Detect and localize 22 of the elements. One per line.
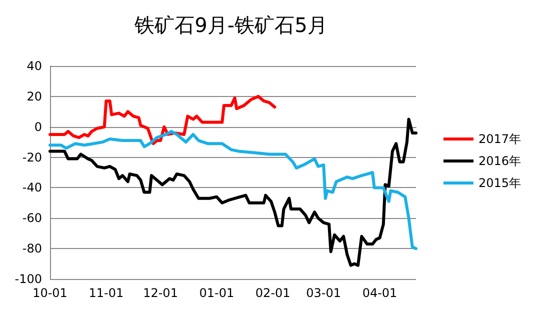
line-series (48, 118, 418, 267)
y-tick-label: -80 (22, 242, 42, 256)
x-tick-label: 12-01 (143, 286, 178, 300)
y-tick-label: 20 (26, 89, 42, 104)
y-tick-label: -40 (22, 180, 42, 195)
x-tick-label: 03-01 (306, 286, 342, 300)
legend-label: 2015年 (478, 176, 522, 190)
x-tick-label: 02-01 (255, 286, 290, 300)
line-series (48, 130, 418, 250)
x-tick-label: 11-01 (88, 286, 124, 300)
x-tick-label: 10-01 (32, 286, 68, 300)
chart-title: 铁矿石9月-铁矿石5月 (134, 13, 328, 37)
x-tick-label: 04-01 (362, 286, 398, 300)
y-tick-label: -20 (22, 150, 42, 164)
y-tick-label: -100 (14, 272, 42, 286)
y-tick-label: 40 (26, 59, 42, 73)
y-tick-label: 0 (34, 120, 42, 134)
y-tick-label: -60 (22, 211, 42, 226)
x-tick-label: 01-01 (199, 286, 234, 300)
legend-label: 2017年 (478, 132, 522, 146)
legend-label: 2016年 (478, 154, 522, 168)
line-series (48, 94, 276, 146)
